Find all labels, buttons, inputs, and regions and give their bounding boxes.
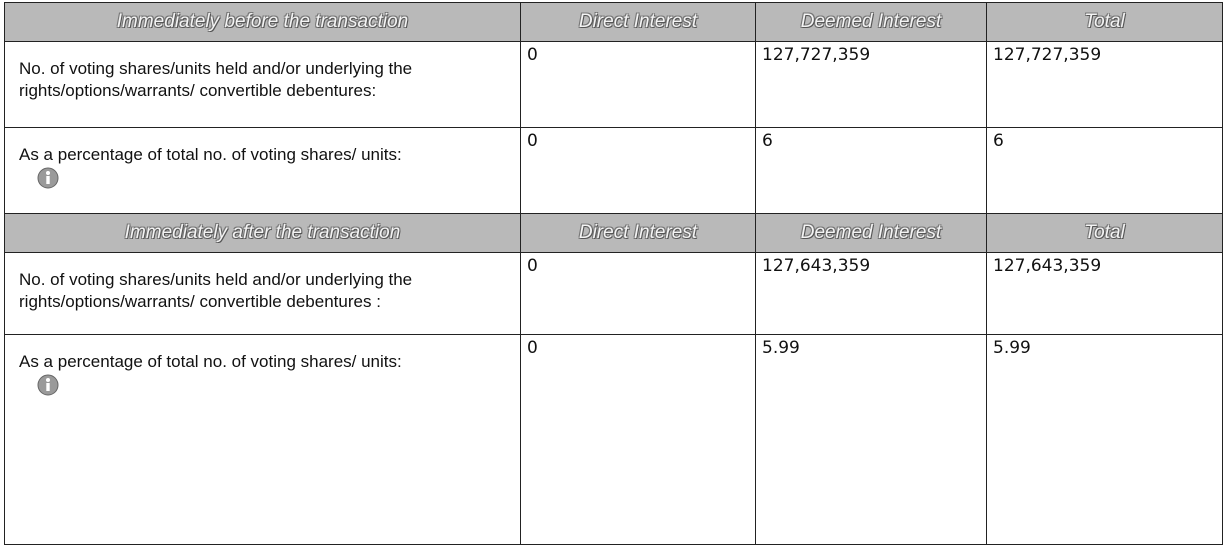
value-cell: 127,727,359 (755, 41, 987, 128)
header-cell: Total (986, 213, 1223, 253)
header-row: Immediately before the transaction Direct… (4, 2, 1223, 42)
value-cell: 127,643,359 (986, 252, 1223, 335)
value-cell: 5.99 (755, 334, 987, 545)
row-label: No. of voting shares/units held and/or u… (4, 252, 521, 335)
value-cell: 0 (520, 334, 756, 545)
row-label: No. of voting shares/units held and/or u… (4, 41, 521, 128)
row-label: As a percentage of total no. of voting s… (4, 334, 521, 545)
header-cell: Deemed Interest (755, 213, 987, 253)
data-row: No. of voting shares/units held and/or u… (4, 252, 1223, 335)
data-row: As a percentage of total no. of voting s… (4, 334, 1223, 545)
header-cell: Direct Interest (520, 2, 756, 42)
header-cell: Direct Interest (520, 213, 756, 253)
header-cell: Total (986, 2, 1223, 42)
info-icon[interactable] (37, 167, 59, 189)
data-row: No. of voting shares/units held and/or u… (4, 41, 1223, 128)
value-cell: 6 (986, 127, 1223, 214)
label-text: No. of voting shares/units held and/or u… (19, 270, 413, 311)
header-cell: Immediately before the transaction (4, 2, 521, 42)
label-text: No. of voting shares/units held and/or u… (19, 59, 413, 100)
label-text: As a percentage of total no. of voting s… (19, 351, 419, 396)
value-cell: 127,643,359 (755, 252, 987, 335)
table-body: Immediately before the transaction Direct… (4, 2, 1223, 545)
value-cell: 6 (755, 127, 987, 214)
row-label: As a percentage of total no. of voting s… (4, 127, 521, 214)
value-cell: 0 (520, 252, 756, 335)
header-row: Immediately after the transaction Direct … (4, 213, 1223, 253)
info-icon[interactable] (37, 374, 59, 396)
holdings-table: Immediately before the transaction Direct… (4, 2, 1223, 545)
value-cell: 0 (520, 41, 756, 128)
value-cell: 127,727,359 (986, 41, 1223, 128)
value-cell: 0 (520, 127, 756, 214)
label-text: As a percentage of total no. of voting s… (19, 144, 419, 189)
value-cell: 5.99 (986, 334, 1223, 545)
header-cell: Immediately after the transaction (4, 213, 521, 253)
data-row: As a percentage of total no. of voting s… (4, 127, 1223, 214)
header-cell: Deemed Interest (755, 2, 987, 42)
